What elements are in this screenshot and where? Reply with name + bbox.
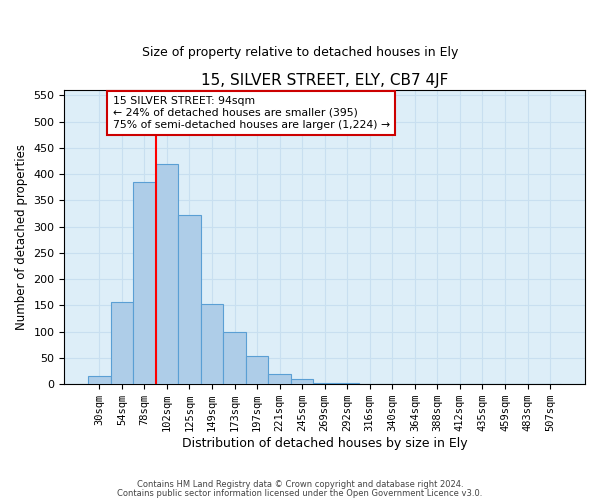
- Bar: [201, 304, 223, 384]
- Text: Size of property relative to detached houses in Ely: Size of property relative to detached ho…: [142, 46, 458, 59]
- Text: Contains public sector information licensed under the Open Government Licence v3: Contains public sector information licen…: [118, 489, 482, 498]
- X-axis label: Distribution of detached houses by size in Ely: Distribution of detached houses by size …: [182, 437, 467, 450]
- Bar: [336, 383, 359, 384]
- Bar: [133, 182, 155, 384]
- Bar: [88, 376, 110, 384]
- Bar: [110, 302, 133, 384]
- Bar: [291, 379, 313, 384]
- Bar: [268, 374, 291, 384]
- Bar: [313, 382, 336, 384]
- Bar: [223, 332, 246, 384]
- Text: Contains HM Land Registry data © Crown copyright and database right 2024.: Contains HM Land Registry data © Crown c…: [137, 480, 463, 489]
- Bar: [178, 214, 201, 384]
- Text: 15 SILVER STREET: 94sqm
← 24% of detached houses are smaller (395)
75% of semi-d: 15 SILVER STREET: 94sqm ← 24% of detache…: [113, 96, 390, 130]
- Bar: [246, 356, 268, 384]
- Bar: [155, 164, 178, 384]
- Y-axis label: Number of detached properties: Number of detached properties: [15, 144, 28, 330]
- Title: 15, SILVER STREET, ELY, CB7 4JF: 15, SILVER STREET, ELY, CB7 4JF: [201, 72, 448, 88]
